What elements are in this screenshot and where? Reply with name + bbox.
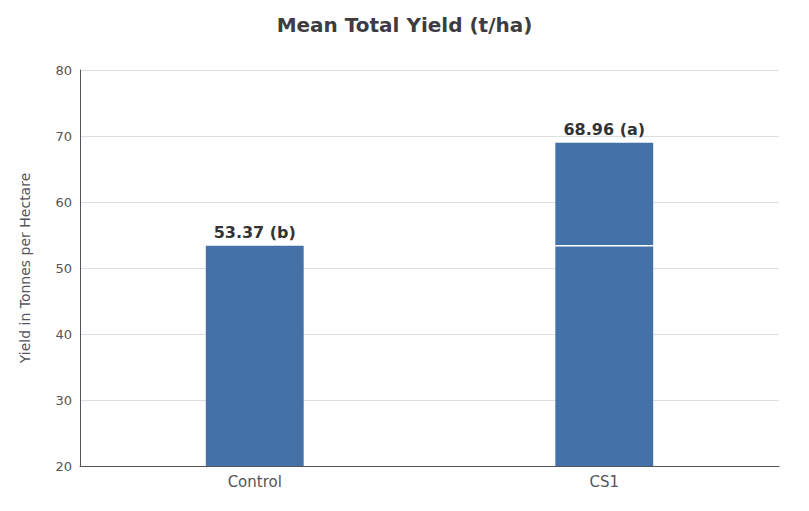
svg-text:70: 70 bbox=[55, 129, 72, 144]
svg-text:CS1: CS1 bbox=[589, 473, 619, 491]
svg-text:68.96 (a): 68.96 (a) bbox=[563, 120, 645, 139]
svg-text:50: 50 bbox=[55, 261, 72, 276]
svg-text:Yield in Tonnes per Hectare: Yield in Tonnes per Hectare bbox=[17, 173, 33, 365]
svg-text:40: 40 bbox=[55, 327, 72, 342]
svg-text:Control: Control bbox=[228, 473, 282, 491]
svg-text:53.37 (b): 53.37 (b) bbox=[214, 223, 296, 242]
svg-text:Mean Total Yield (t/ha): Mean Total Yield (t/ha) bbox=[277, 13, 533, 37]
svg-text:20: 20 bbox=[55, 459, 72, 474]
svg-text:30: 30 bbox=[55, 393, 72, 408]
svg-text:60: 60 bbox=[55, 195, 72, 210]
svg-text:80: 80 bbox=[55, 63, 72, 78]
